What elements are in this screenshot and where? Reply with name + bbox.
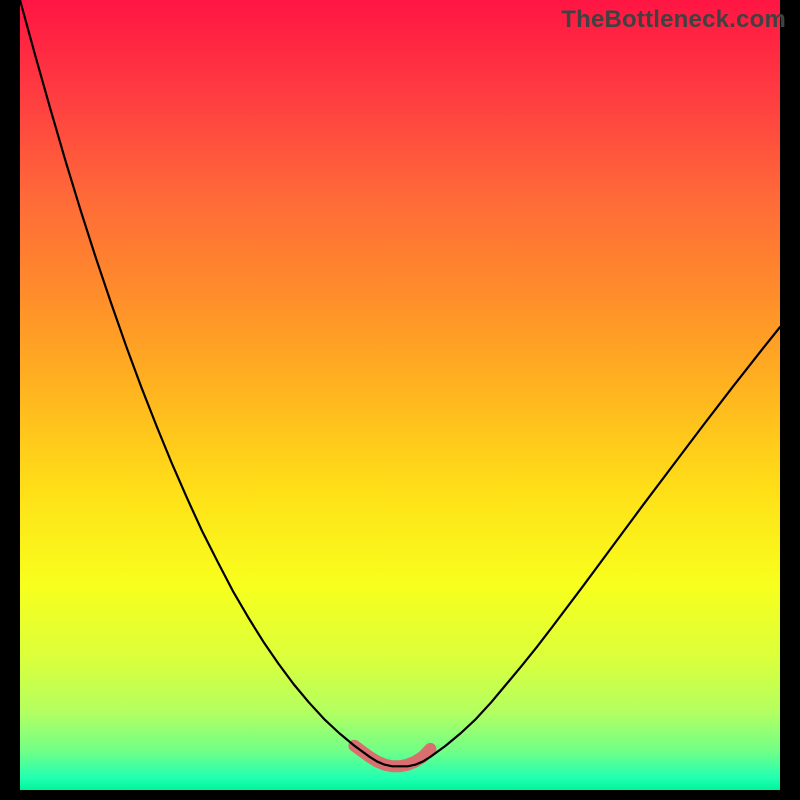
chart-frame: TheBottleneck.com [0, 0, 800, 800]
chart-svg [20, 0, 780, 790]
watermark-text: TheBottleneck.com [561, 6, 786, 34]
gradient-background [20, 0, 780, 790]
plot-area [20, 0, 780, 790]
